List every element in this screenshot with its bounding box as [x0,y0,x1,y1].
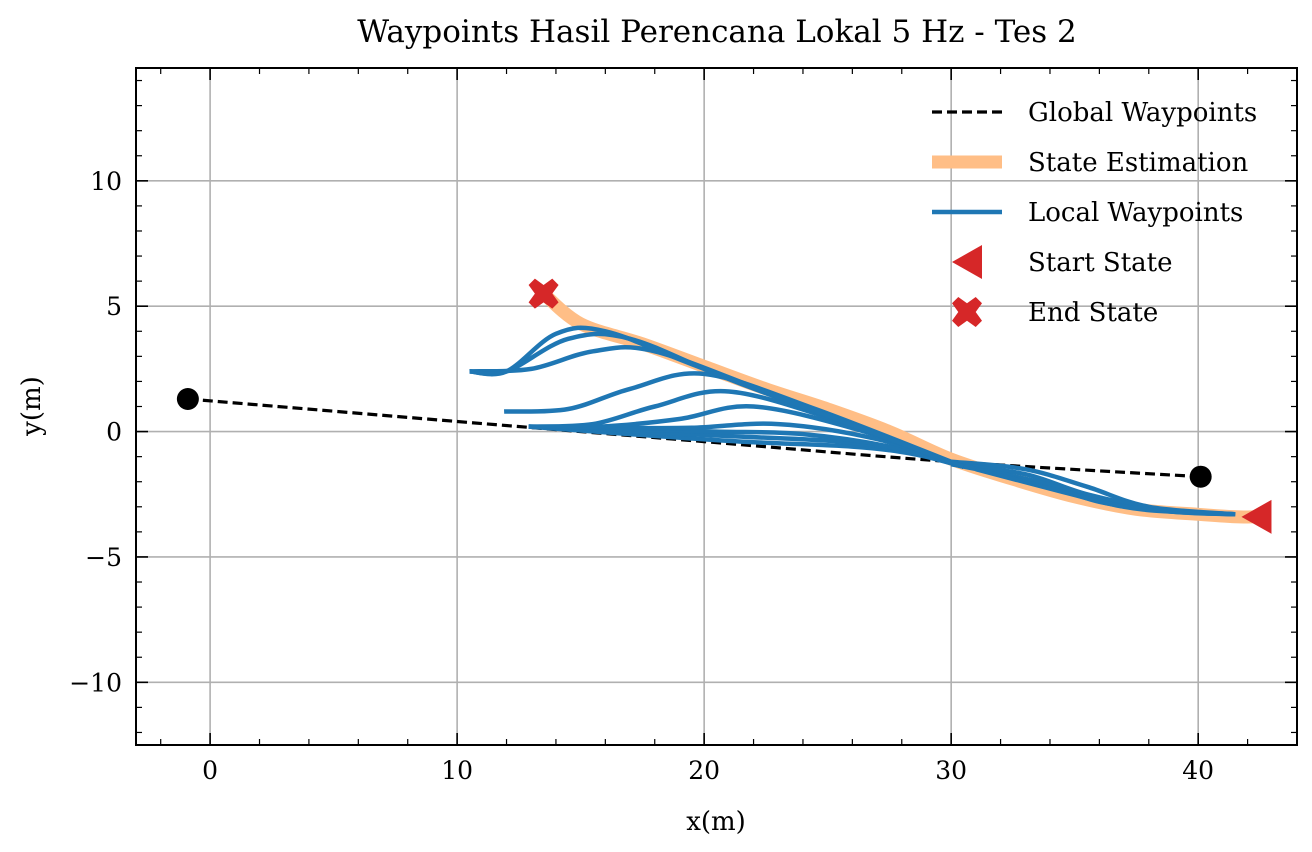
legend-label: Start State [1028,248,1173,278]
plot-area [176,278,1272,534]
legend-label: State Estimation [1028,148,1249,178]
global-endpoint-marker [1189,465,1212,488]
grid [136,68,1297,745]
y-tick-label: −10 [69,668,122,697]
start-state-marker [1241,499,1272,534]
legend-label: Local Waypoints [1028,198,1243,228]
legend-label: End State [1028,298,1158,328]
y-tick-label: 5 [106,292,122,321]
x-tick-label: 10 [441,756,473,785]
y-tick-label: −5 [85,543,122,572]
legend-swatch-end [952,297,982,327]
y-axis-label: y(m) [17,376,47,437]
y-tick-label: 0 [106,418,122,447]
x-tick-label: 20 [688,756,720,785]
legend: Global Waypoints State Estimation Local Wa… [932,98,1257,328]
local-waypoints-path [975,467,1236,517]
axes: 0 10 20 30 40 −10 −5 0 5 10 [69,67,1298,785]
global-endpoint-marker [176,387,199,410]
local-waypoints-path [469,325,965,469]
x-axis-label: x(m) [686,807,746,837]
chart-title: Waypoints Hasil Perencana Lokal 5 Hz - T… [357,14,1076,50]
y-tick-label: 10 [90,167,122,196]
legend-swatch-start [952,245,982,279]
x-tick-label: 0 [202,756,218,785]
global-waypoints-line [187,397,1201,479]
end-state-marker [528,278,559,309]
x-tick-label: 30 [935,756,967,785]
legend-label: Global Waypoints [1028,98,1257,128]
x-tick-label: 40 [1182,756,1214,785]
